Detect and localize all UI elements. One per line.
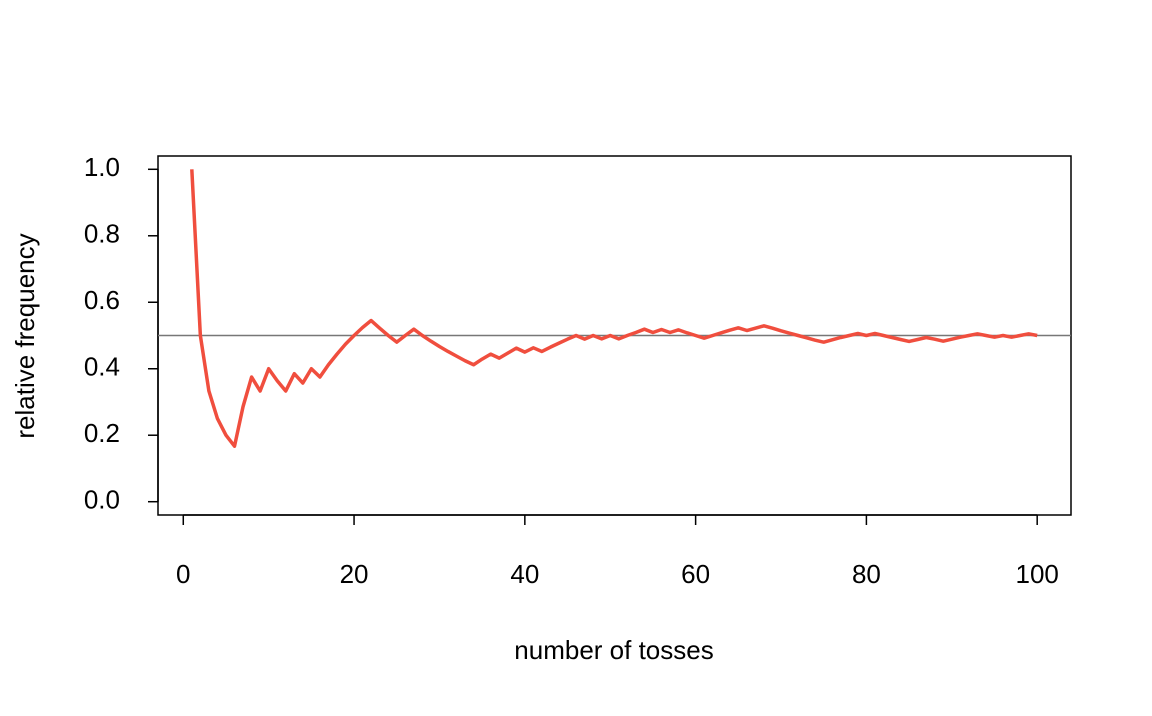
y-tick-label: 0.0 [84, 485, 120, 515]
x-tick-label: 20 [340, 559, 369, 589]
x-tick-label: 80 [852, 559, 881, 589]
y-tick-label: 0.6 [84, 285, 120, 315]
y-tick-label: 0.4 [84, 352, 120, 382]
x-tick-label: 0 [176, 559, 190, 589]
x-axis-title: number of tosses [514, 635, 713, 665]
y-tick-label: 1.0 [84, 152, 120, 182]
x-tick-label: 60 [681, 559, 710, 589]
y-axis-title: relative frequency [10, 233, 40, 438]
y-tick-label: 0.2 [84, 418, 120, 448]
x-tick-label: 100 [1015, 559, 1058, 589]
x-tick-label: 40 [510, 559, 539, 589]
y-tick-label: 0.8 [84, 219, 120, 249]
data-line [190, 169, 1038, 448]
